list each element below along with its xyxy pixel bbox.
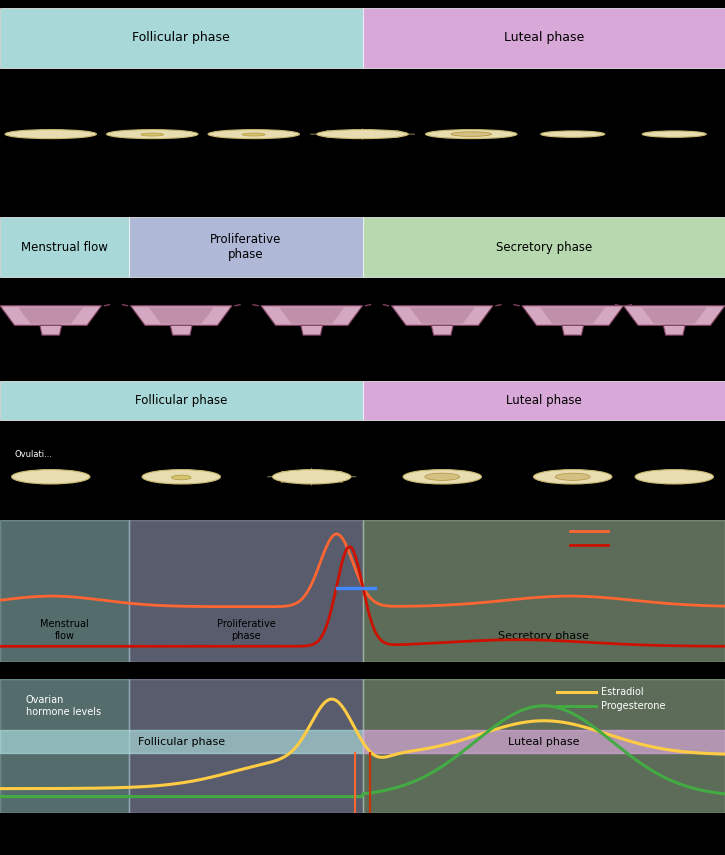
- Text: Follicular phase: Follicular phase: [135, 394, 228, 407]
- Bar: [130, 217, 362, 278]
- Polygon shape: [522, 306, 624, 325]
- Text: Luteal phase: Luteal phase: [506, 394, 581, 407]
- Bar: [362, 520, 725, 663]
- Polygon shape: [431, 325, 453, 335]
- Text: Menstrual
flow: Menstrual flow: [41, 619, 89, 641]
- Text: 0: 0: [0, 834, 4, 847]
- Text: 7: 7: [177, 834, 186, 847]
- Text: Secretory phase: Secretory phase: [498, 631, 589, 641]
- Ellipse shape: [142, 469, 220, 484]
- Ellipse shape: [317, 130, 408, 139]
- Ellipse shape: [5, 130, 96, 139]
- Text: 21: 21: [536, 834, 552, 847]
- Ellipse shape: [107, 130, 198, 139]
- Bar: [0, 730, 362, 752]
- Polygon shape: [130, 306, 232, 325]
- Bar: [0, 380, 362, 420]
- Polygon shape: [0, 306, 102, 325]
- Ellipse shape: [403, 469, 481, 484]
- Bar: [0, 217, 130, 278]
- Polygon shape: [410, 307, 475, 324]
- Text: Proliferative
phase: Proliferative phase: [217, 619, 276, 641]
- Text: Proliferative
phase: Proliferative phase: [210, 233, 282, 262]
- Bar: [130, 520, 362, 663]
- Text: Ovarian
hormone levels: Ovarian hormone levels: [26, 695, 101, 716]
- Bar: [362, 730, 725, 752]
- Ellipse shape: [534, 469, 612, 484]
- Polygon shape: [642, 307, 707, 324]
- Polygon shape: [624, 306, 725, 325]
- Ellipse shape: [451, 132, 492, 137]
- Text: 14: 14: [355, 834, 370, 847]
- Bar: [0, 520, 130, 663]
- Ellipse shape: [12, 469, 90, 484]
- Ellipse shape: [426, 130, 517, 139]
- Text: Menstrual flow: Menstrual flow: [21, 241, 108, 254]
- Polygon shape: [663, 325, 685, 335]
- Text: 28: 28: [717, 834, 725, 847]
- Text: Ovulati...: Ovulati...: [14, 451, 52, 459]
- Text: Secretory phase: Secretory phase: [496, 241, 592, 254]
- Bar: [130, 679, 362, 813]
- Ellipse shape: [141, 133, 164, 136]
- Polygon shape: [40, 325, 62, 335]
- Text: Luteal phase: Luteal phase: [508, 737, 579, 747]
- Text: Follicular phase: Follicular phase: [133, 32, 230, 44]
- Ellipse shape: [555, 473, 590, 481]
- Ellipse shape: [273, 469, 351, 484]
- Bar: [362, 380, 725, 420]
- Bar: [362, 679, 725, 813]
- Ellipse shape: [642, 131, 706, 138]
- Ellipse shape: [171, 475, 191, 480]
- Text: Progesterone: Progesterone: [601, 701, 666, 711]
- Text: Day of menstrual cycle: Day of menstrual cycle: [282, 839, 443, 853]
- Bar: [362, 217, 725, 278]
- Text: Follicular phase: Follicular phase: [138, 737, 225, 747]
- Polygon shape: [562, 325, 584, 335]
- Polygon shape: [540, 307, 605, 324]
- Bar: [0, 679, 130, 813]
- Polygon shape: [149, 307, 214, 324]
- Polygon shape: [392, 306, 493, 325]
- Polygon shape: [261, 306, 362, 325]
- Text: Estradiol: Estradiol: [601, 687, 643, 698]
- Text: Luteal phase: Luteal phase: [504, 32, 584, 44]
- Ellipse shape: [242, 133, 265, 136]
- Text: Pituitary: Pituitary: [14, 307, 52, 315]
- Polygon shape: [301, 325, 323, 335]
- Ellipse shape: [635, 469, 713, 484]
- Polygon shape: [170, 325, 192, 335]
- Ellipse shape: [425, 473, 460, 481]
- Polygon shape: [18, 307, 83, 324]
- Bar: [362, 8, 725, 68]
- Ellipse shape: [541, 131, 605, 138]
- Polygon shape: [279, 307, 344, 324]
- Ellipse shape: [208, 130, 299, 139]
- Bar: [0, 8, 362, 68]
